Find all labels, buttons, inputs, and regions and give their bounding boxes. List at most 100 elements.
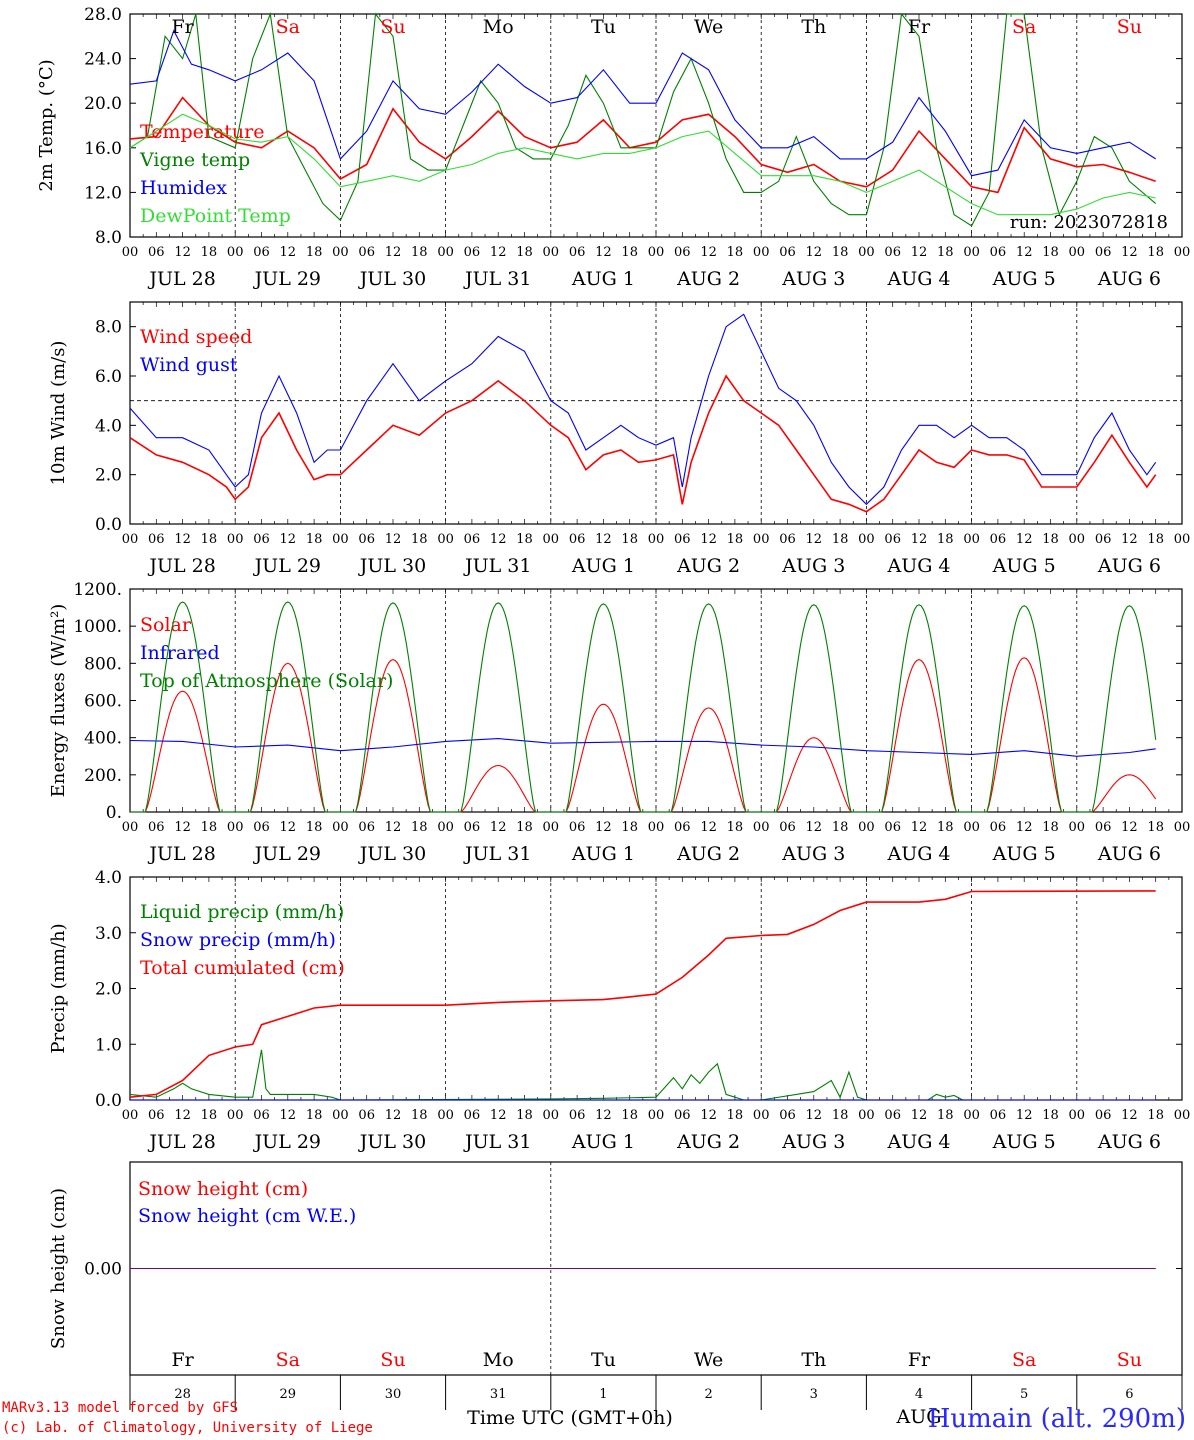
hour-label: 06 xyxy=(990,532,1007,547)
hour-label: 00 xyxy=(543,245,560,260)
date-label: JUL 31 xyxy=(463,843,531,865)
hour-label: 18 xyxy=(832,245,849,260)
date-label: AUG 3 xyxy=(781,555,845,577)
date-label: JUL 28 xyxy=(147,843,215,865)
y-axis-label: 2m Temp. (°C) xyxy=(36,59,57,191)
y-tick-label: 0.0 xyxy=(95,1091,122,1111)
hour-label: 12 xyxy=(1016,1108,1033,1123)
hour-label: 12 xyxy=(280,245,297,260)
hour-label: 12 xyxy=(490,532,507,547)
panel-frame xyxy=(129,588,1183,813)
date-label: JUL 28 xyxy=(147,1131,215,1153)
day-number: 31 xyxy=(490,1387,507,1402)
hour-label: 00 xyxy=(648,1108,665,1123)
y-tick-label: 16.0 xyxy=(84,139,122,159)
hour-label: 12 xyxy=(806,245,823,260)
legend-entry: DewPoint Temp xyxy=(140,205,291,227)
hour-label: 00 xyxy=(122,1108,139,1123)
date-label: AUG 2 xyxy=(676,843,740,865)
y-tick-label: 400. xyxy=(84,729,122,749)
series-line xyxy=(129,313,1157,506)
weekday-label: Sa xyxy=(276,16,300,38)
y-tick-label: 4.0 xyxy=(95,868,122,888)
legend-entry: Solar xyxy=(140,614,192,636)
hour-label: 12 xyxy=(911,245,928,260)
hour-label: 06 xyxy=(358,1108,375,1123)
series-line xyxy=(129,11,1157,227)
hour-label: 12 xyxy=(700,245,717,260)
hour-label: 18 xyxy=(1147,532,1164,547)
hour-label: 06 xyxy=(253,245,270,260)
date-label: AUG 3 xyxy=(781,843,845,865)
y-tick-label: 4.0 xyxy=(95,416,122,436)
date-label: AUG 2 xyxy=(676,1131,740,1153)
station-label: Humain (alt. 290m) xyxy=(927,1404,1186,1434)
hour-label: 12 xyxy=(174,820,191,835)
hour-label: 06 xyxy=(674,1108,691,1123)
hour-label: 00 xyxy=(227,820,244,835)
hour-label: 06 xyxy=(253,820,270,835)
hour-label: 00 xyxy=(332,245,349,260)
legend-entry: Humidex xyxy=(140,177,227,199)
hour-label: 12 xyxy=(1121,820,1138,835)
y-axis-label: Energy fluxes (W/m²) xyxy=(48,604,69,798)
hour-label: 12 xyxy=(595,1108,612,1123)
day-number: 3 xyxy=(810,1387,818,1402)
weekday-label: Sa xyxy=(1012,16,1036,38)
hour-label: 12 xyxy=(700,820,717,835)
hour-label: 00 xyxy=(227,532,244,547)
date-label: AUG 6 xyxy=(1097,1131,1161,1153)
date-label: AUG 5 xyxy=(992,555,1056,577)
date-label: JUL 31 xyxy=(463,268,531,290)
hour-label: 06 xyxy=(148,1108,165,1123)
hour-label: 12 xyxy=(385,245,402,260)
hour-label: 00 xyxy=(122,245,139,260)
weekday-label: Su xyxy=(380,16,405,38)
date-label: AUG 5 xyxy=(992,843,1056,865)
hour-label: 12 xyxy=(700,1108,717,1123)
credit-line-2: (c) Lab. of Climatology, University of L… xyxy=(2,1420,373,1436)
hour-label: 18 xyxy=(516,1108,533,1123)
date-label: AUG 5 xyxy=(992,268,1056,290)
hour-label: 00 xyxy=(963,820,980,835)
hour-label: 18 xyxy=(727,532,744,547)
weekday-label: Fr xyxy=(171,1349,194,1371)
hour-label: 00 xyxy=(753,532,770,547)
weekday-label: Mo xyxy=(483,1349,514,1371)
weekday-label: Su xyxy=(1117,1349,1142,1371)
hour-label: 00 xyxy=(1174,245,1191,260)
hour-label: 18 xyxy=(1147,1108,1164,1123)
hour-label: 06 xyxy=(464,532,481,547)
hour-label: 00 xyxy=(963,532,980,547)
hour-label: 18 xyxy=(1147,245,1164,260)
date-label: AUG 4 xyxy=(886,555,950,577)
hour-label: 00 xyxy=(437,532,454,547)
legend-entry: Top of Atmosphere (Solar) xyxy=(140,670,393,692)
hour-label: 12 xyxy=(280,532,297,547)
hour-label: 18 xyxy=(306,1108,323,1123)
y-tick-label: 8.0 xyxy=(95,318,122,338)
hour-label: 12 xyxy=(595,245,612,260)
date-label: JUL 29 xyxy=(253,268,321,290)
hour-label: 00 xyxy=(963,245,980,260)
hour-label: 06 xyxy=(148,820,165,835)
date-label: AUG 6 xyxy=(1097,843,1161,865)
hour-label: 12 xyxy=(1016,532,1033,547)
date-label: AUG 6 xyxy=(1097,555,1161,577)
hour-label: 00 xyxy=(648,245,665,260)
date-label: AUG 3 xyxy=(781,268,845,290)
y-axis-label: Snow height (cm) xyxy=(48,1188,69,1349)
hour-label: 12 xyxy=(490,1108,507,1123)
y-tick-label: 0.00 xyxy=(84,1260,122,1280)
series-line xyxy=(129,738,1156,757)
weekday-label: Tu xyxy=(591,16,616,38)
y-tick-label: 28.0 xyxy=(84,5,122,25)
panel-frame xyxy=(129,13,1183,238)
hour-label: 18 xyxy=(1042,820,1059,835)
hour-label: 18 xyxy=(937,1108,954,1123)
hour-label: 06 xyxy=(253,532,270,547)
hour-label: 18 xyxy=(727,1108,744,1123)
hour-label: 12 xyxy=(1121,532,1138,547)
y-tick-label: 2.0 xyxy=(95,980,122,1000)
